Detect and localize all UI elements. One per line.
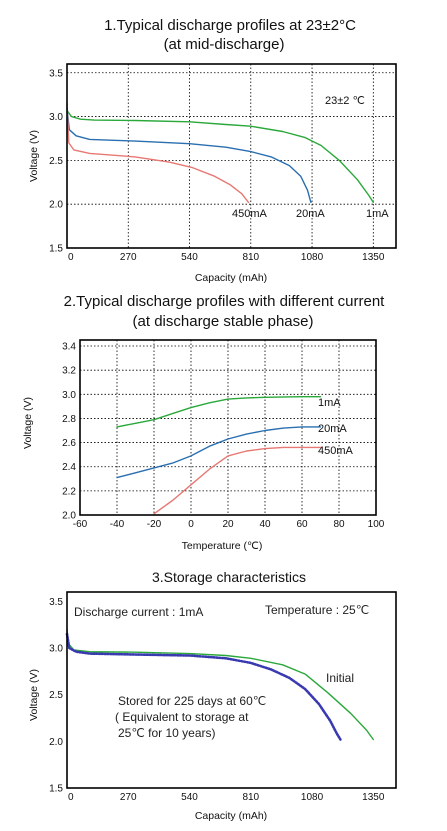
chart-3-lines — [65, 628, 374, 741]
y-tick-label: 2.0 — [62, 511, 76, 522]
x-tick-label: 270 — [120, 792, 137, 803]
chart-1-lines — [66, 102, 374, 204]
y-tick-label: 3.0 — [49, 112, 63, 123]
chart-1-title: 1.Typical discharge profiles at 23±2°C — [104, 17, 356, 34]
x-tick-label: 1350 — [362, 252, 385, 263]
x-tick-label: 100 — [368, 519, 385, 530]
x-tick-label: 1350 — [362, 792, 385, 803]
chart-2-label-450mA: 450mA — [318, 445, 354, 457]
x-tick-label: 810 — [242, 252, 259, 263]
chart-3-y-axis-label: Voltage (V) — [28, 669, 40, 721]
x-tick-label: 60 — [296, 519, 308, 530]
chart-1-grid — [67, 64, 396, 248]
x-tick-label: 1080 — [301, 792, 324, 803]
x-tick-label: 0 — [68, 792, 74, 803]
y-tick-label: 2.0 — [49, 200, 63, 211]
chart-3-y-ticks: 1.5 2.0 2.5 3.0 3.5 — [49, 597, 63, 795]
series-line-20ma — [116, 426, 322, 479]
x-tick-label: 540 — [181, 252, 198, 263]
chart-2-plot-frame — [79, 339, 377, 516]
series-line-450ma — [66, 102, 250, 204]
chart-2-label-1mA: 1mA — [318, 397, 341, 409]
y-tick-label: 2.6 — [62, 438, 76, 449]
chart-2-x-axis-label: Temperature (℃) — [182, 540, 263, 552]
x-tick-label: 40 — [259, 519, 271, 530]
y-tick-label: 3.5 — [49, 597, 63, 608]
chart-1-label-20mA: 20mA — [296, 208, 325, 220]
chart-1-subtitle: (at mid-discharge) — [164, 36, 285, 53]
chart-3-stored-note-line-2: ( Equivalent to storage at — [115, 710, 249, 724]
chart-2-y-ticks: 2.0 2.2 2.4 2.6 2.8 3.0 3.2 3.4 — [62, 342, 76, 522]
y-tick-label: 2.4 — [62, 462, 76, 473]
chart-1-y-axis-label: Voltage (V) — [28, 130, 40, 182]
chart-2-title: 2.Typical discharge profiles with differ… — [64, 293, 386, 310]
x-tick-label: -40 — [110, 519, 125, 530]
chart-2-lines — [116, 396, 322, 515]
x-tick-label: 270 — [120, 252, 137, 263]
series-line-stored — [65, 632, 342, 741]
series-line-450ma — [153, 446, 322, 515]
chart-1: 1.Typical discharge profiles at 23±2°C (… — [28, 17, 397, 284]
series-line-1ma — [116, 396, 322, 428]
y-tick-label: 3.0 — [49, 644, 63, 655]
y-tick-label: 3.5 — [49, 68, 63, 79]
series-line-1ma — [66, 109, 374, 204]
chart-1-x-ticks: 0 270 540 810 1080 1350 — [68, 252, 385, 263]
x-tick-label: 1080 — [301, 252, 324, 263]
y-tick-label: 2.8 — [62, 414, 76, 425]
chart-3-x-ticks: 0 270 540 810 1080 1350 — [68, 792, 385, 803]
y-tick-label: 3.2 — [62, 366, 76, 377]
chart-3-temperature-note: Temperature : 25℃ — [265, 603, 369, 617]
y-tick-label: 1.5 — [49, 784, 63, 795]
y-tick-label: 2.2 — [62, 486, 76, 497]
chart-2-grid — [80, 340, 376, 515]
chart-3-label-initial: Initial — [326, 671, 354, 685]
x-tick-label: -60 — [73, 519, 88, 530]
chart-3-discharge-current-note: Discharge current : 1mA — [74, 605, 203, 619]
x-tick-label: 80 — [333, 519, 345, 530]
x-tick-label: 810 — [242, 792, 259, 803]
y-tick-label: 2.0 — [49, 737, 63, 748]
chart-2-label-20mA: 20mA — [318, 423, 347, 435]
chart-1-y-ticks: 1.5 2.0 2.5 3.0 3.5 — [49, 68, 63, 254]
chart-2-y-axis-label: Voltage (V) — [22, 397, 34, 449]
chart-3-x-axis-label: Capacity (mAh) — [195, 810, 267, 822]
x-tick-label: 540 — [181, 792, 198, 803]
chart-3-plot-frame — [66, 591, 397, 789]
x-tick-label: 0 — [188, 519, 194, 530]
chart-2-subtitle: (at discharge stable phase) — [133, 313, 314, 330]
chart-3-title: 3.Storage characteristics — [152, 569, 306, 585]
series-line-initial — [66, 628, 374, 741]
x-tick-label: 20 — [222, 519, 234, 530]
series-line-20ma — [66, 107, 312, 204]
chart-1-temperature-annotation: 23±2 ℃ — [325, 95, 365, 107]
y-tick-label: 1.5 — [49, 244, 63, 255]
chart-2-x-ticks: -60 -40 -20 0 20 40 60 80 100 — [73, 519, 385, 530]
chart-2: 2.Typical discharge profiles with differ… — [22, 293, 385, 552]
y-tick-label: 2.5 — [49, 156, 63, 167]
chart-1-label-1mA: 1mA — [366, 208, 389, 220]
chart-3-stored-note-line-3: 25℃ for 10 years) — [118, 726, 216, 740]
chart-3-stored-note-line-1: Stored for 225 days at 60℃ — [118, 694, 266, 708]
chart-3: 3.Storage characteristics 0 270 540 810 1080… — [28, 569, 397, 822]
y-tick-label: 2.5 — [49, 690, 63, 701]
x-tick-label: -20 — [147, 519, 162, 530]
chart-1-plot-frame — [66, 63, 397, 249]
chart-1-label-450mA: 450mA — [232, 208, 268, 220]
x-tick-label: 0 — [68, 252, 74, 263]
chart-1-x-axis-label: Capacity (mAh) — [195, 272, 267, 284]
y-tick-label: 3.4 — [62, 342, 76, 353]
y-tick-label: 3.0 — [62, 390, 76, 401]
